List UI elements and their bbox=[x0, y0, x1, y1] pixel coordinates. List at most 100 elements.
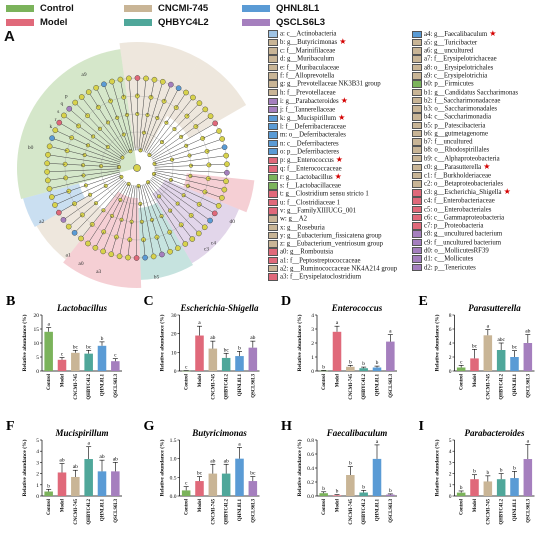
x-tick-label: QHNL8L1 bbox=[376, 373, 381, 396]
y-tick-label: 2 bbox=[449, 355, 452, 361]
taxon-color-key bbox=[268, 256, 278, 265]
cladogram-node bbox=[207, 217, 213, 224]
bar bbox=[496, 350, 506, 371]
cladogram-node bbox=[175, 85, 182, 92]
cladogram-branch bbox=[166, 136, 182, 148]
clade-label: q bbox=[61, 101, 64, 107]
cladogram-node bbox=[211, 210, 218, 217]
legend-item: QHNL8L1 bbox=[242, 3, 360, 14]
significance-letter: bc bbox=[250, 471, 256, 477]
bar-panel-i: I Parabacteroides Relative abundance (%) 0 1… bbox=[419, 419, 535, 525]
cladogram-branch bbox=[175, 228, 186, 245]
x-tick-label: QSCLS6L3 bbox=[251, 373, 256, 397]
taxon-key-item: d1: c__Mollicutes bbox=[412, 255, 518, 263]
taxon-color-key bbox=[412, 63, 422, 72]
cladogram-branch bbox=[189, 151, 208, 156]
cladogram-node bbox=[56, 119, 63, 126]
cladogram-branch bbox=[195, 115, 211, 127]
taxon-label: a6: g__uncultured bbox=[424, 47, 474, 55]
legend-item: CNCMI-745 bbox=[124, 3, 242, 14]
bar bbox=[248, 347, 258, 371]
cladogram-branch bbox=[161, 104, 171, 121]
legend-label: QSCLS6L3 bbox=[276, 17, 326, 28]
cladogram-branch bbox=[190, 170, 209, 173]
cladogram-branch bbox=[208, 178, 227, 182]
cladogram-branch bbox=[71, 189, 88, 198]
cladogram-branch bbox=[54, 197, 72, 206]
cladogram-branch bbox=[102, 173, 121, 180]
cladogram-branch bbox=[83, 164, 102, 167]
bar-panel-g: G Butyricimonas Relative abundance (%) 0.0 0… bbox=[144, 419, 260, 525]
cladogram-branch bbox=[186, 138, 203, 147]
taxon-key-item: z: g__Eubacterium_ventriosum group bbox=[268, 240, 397, 248]
clade-label: a9 bbox=[81, 72, 86, 78]
cladogram-branch bbox=[147, 97, 152, 116]
cladogram-node bbox=[45, 177, 51, 184]
taxon-key-item: y: g__Eubacterium_fissicatena group bbox=[268, 231, 397, 240]
significance-letter: a bbox=[198, 320, 201, 326]
cladogram-node bbox=[196, 100, 203, 106]
bar bbox=[111, 471, 120, 496]
panel-title: Mucispirillum bbox=[54, 428, 108, 438]
significance-letter: c bbox=[61, 352, 64, 358]
y-tick-label: 20 bbox=[34, 313, 40, 319]
cladogram-branch bbox=[187, 185, 206, 193]
cladogram-branch bbox=[104, 175, 121, 184]
x-tick-label: QHBYC4L2 bbox=[225, 498, 230, 524]
cladogram-node bbox=[212, 120, 218, 127]
bar bbox=[319, 370, 328, 372]
cladogram-branch bbox=[170, 179, 189, 187]
taxon-color-key bbox=[268, 47, 278, 55]
x-tick-label: Control bbox=[47, 373, 52, 390]
cladogram-branch bbox=[120, 135, 130, 153]
cladogram-branch bbox=[166, 107, 177, 123]
cladogram-node bbox=[223, 178, 229, 185]
cladogram-branch bbox=[101, 165, 120, 168]
x-tick-label: Model bbox=[473, 498, 478, 512]
cladogram-branch bbox=[169, 210, 182, 225]
cladogram-node bbox=[72, 99, 79, 106]
bar bbox=[523, 343, 533, 371]
y-tick-label: 1 bbox=[36, 483, 39, 489]
cladogram-branch bbox=[87, 182, 105, 191]
cladogram-branch bbox=[107, 146, 123, 158]
cladogram-branch bbox=[87, 115, 101, 129]
significance-letter: bc bbox=[86, 344, 92, 350]
significance-letter: a bbox=[87, 441, 90, 447]
taxon-color-key bbox=[268, 248, 278, 256]
taxon-key-item: b3: o__Saccharimonadales bbox=[412, 105, 518, 113]
clade-label: p bbox=[65, 93, 68, 99]
cladogram-branch bbox=[126, 114, 131, 133]
legend-item: Control bbox=[6, 3, 124, 14]
cladogram-branch bbox=[206, 185, 225, 190]
cladogram-branch bbox=[99, 193, 113, 208]
taxon-key-item: c: f__Marinifilaceae bbox=[268, 47, 397, 55]
y-axis-label: Relative abundance (%) bbox=[159, 439, 166, 496]
significance-letter: b bbox=[486, 470, 489, 476]
cladogram-branch bbox=[143, 134, 151, 152]
cladogram-branch bbox=[181, 224, 193, 240]
taxon-label: n: c__Deferribacteres bbox=[280, 139, 339, 147]
cladogram-node bbox=[60, 217, 67, 223]
cladogram-branch bbox=[116, 117, 125, 135]
cladogram-branch bbox=[128, 78, 131, 97]
cladogram-node bbox=[204, 148, 210, 154]
cladogram-branch bbox=[103, 196, 115, 211]
significance-letter: bc bbox=[472, 343, 478, 349]
cladogram-branch bbox=[150, 117, 158, 135]
taxon-color-key bbox=[268, 223, 278, 232]
cladogram-node bbox=[85, 240, 91, 247]
x-tick-label: QSCLS6L3 bbox=[389, 498, 394, 522]
panel-title: Parasutterella bbox=[468, 303, 521, 313]
significance-letter: b bbox=[47, 483, 50, 489]
cladogram-branch bbox=[146, 202, 153, 220]
highlight-star-icon: ★ bbox=[339, 37, 347, 47]
cladogram-branch bbox=[146, 183, 157, 199]
bar bbox=[57, 359, 67, 371]
cladogram-branch bbox=[81, 96, 93, 112]
y-tick-label: 0.2 bbox=[307, 480, 314, 486]
taxon-key-item: b: g__Butyricimonas ★ bbox=[268, 38, 397, 47]
cladogram-branch bbox=[143, 78, 147, 97]
cladogram-branch bbox=[172, 165, 191, 167]
cladogram-branch bbox=[202, 130, 220, 139]
